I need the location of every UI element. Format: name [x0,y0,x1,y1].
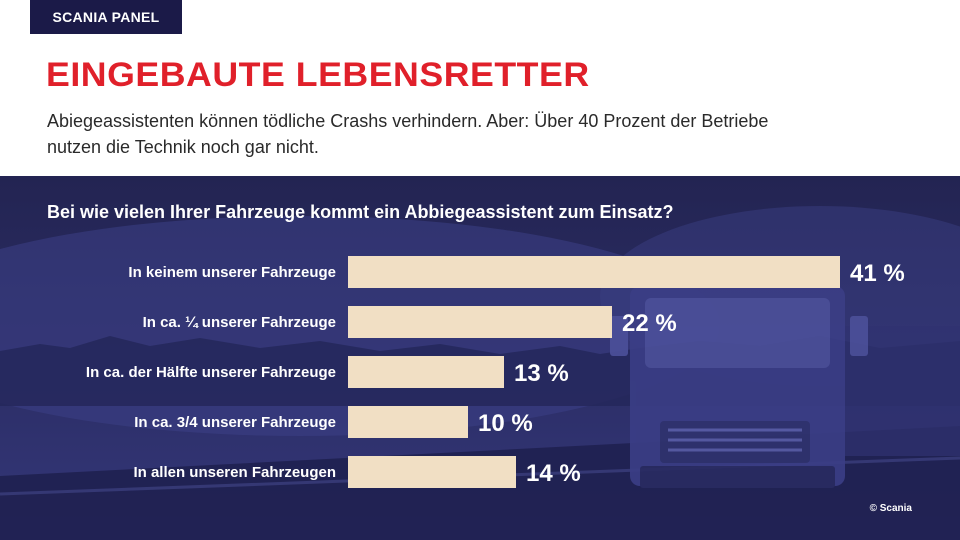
bar [348,456,516,488]
value-label: 13 % [514,360,569,387]
page-subtitle: Abiegeassistenten können tödliche Crashs… [47,111,769,157]
truck-icon [610,286,960,488]
bar-chart: In keinem unserer Fahrzeuge 41 % In ca. ¼ … [86,256,905,488]
bar [348,406,468,438]
value-label: 14 % [526,460,581,487]
category-label: In allen unseren Fahrzeugen [133,464,336,481]
page-title: EINGEBAUTE LEBENSRETTER [46,56,590,94]
bar [348,356,504,388]
value-label: 22 % [622,310,677,337]
brand-badge: SCANIA PANEL [30,0,182,34]
category-label: In ca. ¼ unserer Fahrzeuge [143,314,336,331]
copyright-note: © Scania [869,503,912,514]
bar [348,256,840,288]
bar [348,306,612,338]
category-label: In ca. 3/4 unserer Fahrzeuge [134,414,336,431]
value-label: 41 % [850,260,905,287]
value-label: 10 % [478,410,533,437]
chart-title: Bei wie vielen Ihrer Fahrzeuge kommt ein… [47,202,674,222]
category-label: In keinem unserer Fahrzeuge [128,264,336,281]
chart-panel: Bei wie vielen Ihrer Fahrzeuge kommt ein… [0,176,960,540]
category-label: In ca. der Hälfte unserer Fahrzeuge [86,364,336,381]
